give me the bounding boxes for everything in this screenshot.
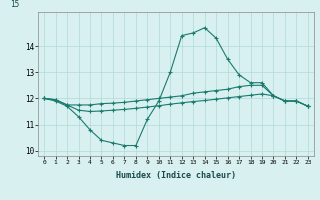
- Text: 15: 15: [10, 0, 19, 9]
- X-axis label: Humidex (Indice chaleur): Humidex (Indice chaleur): [116, 171, 236, 180]
